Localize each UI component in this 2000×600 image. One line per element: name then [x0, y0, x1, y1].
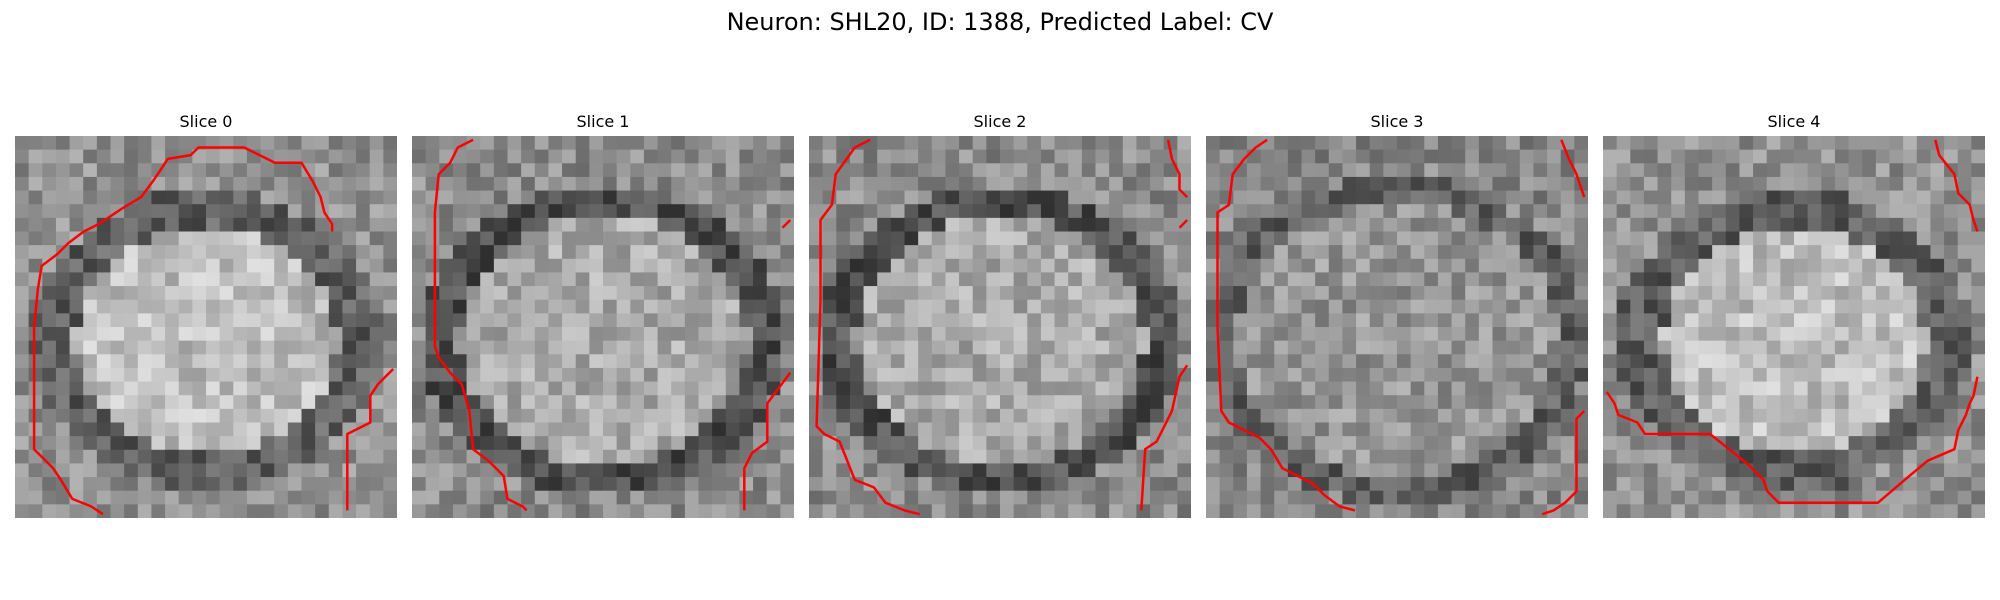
- slice-image: [1603, 136, 1985, 518]
- slice-panel: Slice 1: [412, 110, 794, 518]
- slice-panel: Slice 0: [15, 110, 397, 518]
- slice-image: [809, 136, 1191, 518]
- slice-title: Slice 0: [15, 110, 397, 134]
- slice-title: Slice 4: [1603, 110, 1985, 134]
- slice-title: Slice 3: [1206, 110, 1588, 134]
- slice-image: [412, 136, 794, 518]
- slice-title: Slice 2: [809, 110, 1191, 134]
- slice-panel: Slice 3: [1206, 110, 1588, 518]
- slice-title: Slice 1: [412, 110, 794, 134]
- slice-image: [15, 136, 397, 518]
- figure-title: Neuron: SHL20, ID: 1388, Predicted Label…: [0, 8, 2000, 36]
- slice-panel: Slice 2: [809, 110, 1191, 518]
- slice-panel: Slice 4: [1603, 110, 1985, 518]
- slice-image: [1206, 136, 1588, 518]
